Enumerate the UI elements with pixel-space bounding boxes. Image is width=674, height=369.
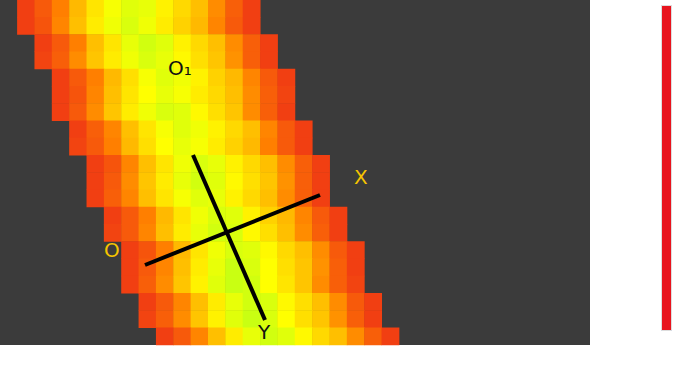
svg-text:O: O [104, 238, 120, 262]
svg-text:Y: Y [257, 320, 271, 344]
svg-text:O₁: O₁ [168, 56, 192, 80]
svg-text:X: X [354, 165, 368, 189]
